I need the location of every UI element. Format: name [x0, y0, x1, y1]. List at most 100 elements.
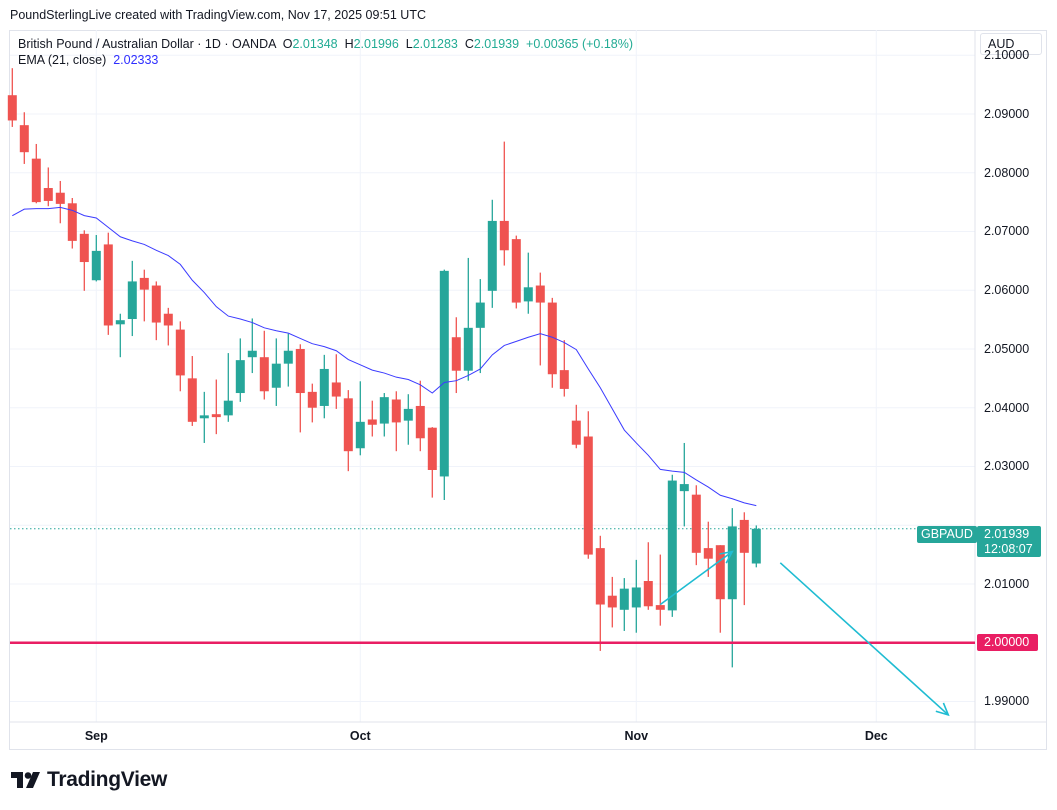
chart-credit: PoundSterlingLive created with TradingVi…	[10, 8, 426, 22]
candle	[187, 356, 197, 426]
candle	[343, 390, 353, 472]
low-value: 2.01283	[412, 37, 458, 51]
candle-body	[631, 587, 641, 608]
candle-body	[415, 405, 425, 439]
candle	[655, 554, 665, 626]
low-label: L	[405, 37, 413, 51]
price-tick: 2.06000	[984, 283, 1030, 298]
candle	[487, 199, 497, 308]
candle	[403, 394, 413, 445]
candle	[91, 235, 101, 282]
candle	[271, 338, 281, 406]
ema-label[interactable]: EMA (21, close)	[18, 53, 107, 67]
price-tick: 2.01000	[984, 576, 1030, 591]
candle	[415, 380, 425, 452]
arrow-head-icon	[719, 550, 734, 564]
candle	[79, 230, 89, 291]
candle	[475, 279, 485, 374]
candle-body	[619, 588, 629, 610]
candle-body	[343, 398, 353, 452]
candle-body	[91, 250, 101, 281]
drawing-arrows	[659, 550, 950, 717]
bar-countdown: 12:08:07	[984, 542, 1033, 556]
candle	[319, 354, 329, 419]
candle-body	[475, 302, 485, 328]
candle-body	[31, 158, 41, 203]
candle	[307, 383, 317, 423]
candle-body	[355, 421, 365, 449]
candle-body	[403, 408, 413, 421]
candle	[619, 578, 629, 631]
symbol-price-label: GBPAUD	[917, 526, 977, 543]
candle-body	[199, 415, 209, 419]
candle-body	[259, 357, 269, 392]
candle	[535, 272, 545, 366]
arrow	[779, 562, 950, 717]
candle-body	[283, 350, 293, 364]
candle-body	[535, 285, 545, 303]
open-value: 2.01348	[292, 37, 338, 51]
candle	[547, 297, 557, 388]
candle-body	[247, 350, 257, 358]
candle-body	[391, 399, 401, 423]
candle	[559, 340, 569, 397]
close-value: 2.01939	[473, 37, 520, 51]
candle	[67, 198, 77, 249]
candle-body	[703, 548, 713, 559]
candle	[7, 68, 17, 127]
candle-body	[607, 595, 617, 608]
candle	[175, 321, 185, 392]
last-price-label: 2.01939 12:08:07	[977, 526, 1041, 557]
grid	[10, 30, 975, 722]
candle-body	[127, 281, 137, 320]
tradingview-logo[interactable]: TradingView	[11, 768, 167, 792]
candle-body	[667, 480, 677, 611]
candle-body	[115, 320, 125, 325]
tradingview-logo-icon	[11, 772, 40, 788]
price-tick: 2.05000	[984, 341, 1030, 356]
candle	[139, 269, 149, 322]
candle	[379, 393, 389, 437]
arrow-shaft	[659, 550, 733, 606]
candle	[103, 232, 113, 335]
candle-body	[367, 419, 377, 425]
ema-value: 2.02333	[113, 53, 159, 67]
candle	[607, 576, 617, 628]
candle-body	[583, 436, 593, 555]
candle-body	[271, 363, 281, 388]
currency-button[interactable]: AUD	[980, 33, 1042, 55]
candle	[703, 521, 713, 577]
candle	[451, 317, 461, 394]
candle	[691, 485, 701, 566]
candle-body	[175, 329, 185, 376]
candle	[127, 260, 137, 337]
price-tick: 2.08000	[984, 165, 1030, 180]
candle	[595, 535, 605, 651]
candle	[331, 354, 341, 409]
chart-frame	[9, 30, 1047, 750]
legend-symbol[interactable]: British Pound / Australian Dollar · 1D ·…	[18, 37, 276, 51]
candle	[31, 143, 41, 204]
candle	[211, 379, 221, 435]
candle-body	[655, 605, 665, 610]
candle	[151, 281, 161, 341]
candle-body	[307, 391, 317, 408]
candle-body	[691, 494, 701, 553]
last-price-value: 2.01939	[984, 527, 1030, 541]
candle-body	[643, 581, 653, 607]
chart-legend: British Pound / Australian Dollar · 1D ·…	[18, 36, 633, 68]
change-value: +0.00365 (+0.18%)	[526, 37, 634, 51]
logo-text: TradingView	[47, 768, 168, 791]
arrow	[659, 550, 734, 606]
candle-body	[163, 313, 173, 326]
candle	[739, 512, 749, 606]
candle-body	[139, 277, 149, 290]
candle-body	[739, 519, 749, 553]
candle	[727, 508, 737, 668]
candle	[523, 252, 533, 314]
candle-body	[43, 188, 53, 201]
candle-body	[223, 400, 233, 416]
candle-body	[427, 427, 437, 470]
price-tick: 2.03000	[984, 459, 1030, 474]
